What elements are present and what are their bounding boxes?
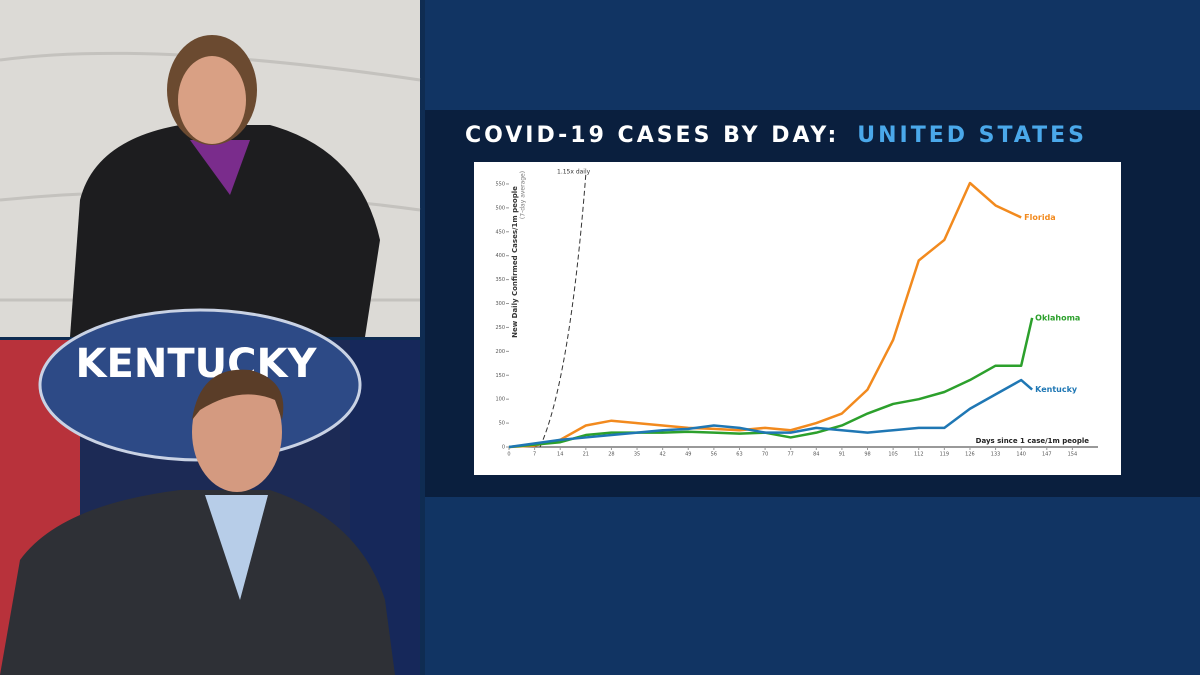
x-tick-label: 84 [813,452,819,458]
x-axis-label: Days since 1 case/1m people [976,437,1090,445]
x-tick-label: 70 [762,452,768,458]
series-line [508,181,1022,449]
x-tick-label: 112 [914,452,924,458]
x-tick-label: 56 [711,452,717,458]
y-tick-label: 100 [495,397,505,403]
y-tick-label: 550 [495,181,505,187]
x-tick-label: 119 [940,452,950,458]
x-tick-label: 98 [864,452,870,458]
y-tick-label: 150 [495,373,505,379]
series-line [508,378,1033,449]
x-tick-label: 28 [608,452,614,458]
series-label: Oklahoma [1035,313,1080,322]
y-tick-label: 250 [495,325,505,331]
x-tick-label: 147 [1042,452,1052,458]
governor-body [0,490,395,675]
x-tick-label: 14 [557,452,563,458]
y-tick-label: 300 [495,301,505,307]
x-tick-label: 140 [1016,452,1026,458]
x-tick-label: 21 [583,452,589,458]
series-label: Florida [1024,213,1056,222]
x-tick-label: 35 [634,452,640,458]
y-tick-label: 350 [495,277,505,283]
x-tick-label: 49 [685,452,691,458]
y-axis-sublabel: (7-day average) [520,171,527,219]
interpreter-body [70,125,380,337]
slide-title: COVID-19 CASES BY DAY: [465,123,839,148]
face [178,56,246,144]
slide-title-highlight: UNITED STATES [857,123,1087,148]
y-tick-label: 500 [495,205,505,211]
y-tick-label: 200 [495,349,505,355]
y-axis-label: New Daily Confirmed Cases/1m people [511,186,519,338]
hair [192,369,284,420]
x-tick-label: 0 [507,452,510,458]
x-tick-label: 133 [991,452,1001,458]
x-tick-label: 63 [736,452,742,458]
series-line [508,317,1034,449]
shirt [205,495,268,600]
reference-line [539,171,587,448]
y-tick-label: 400 [495,253,505,259]
series-label: Kentucky [1035,385,1078,394]
annotation: 1.15x daily [557,169,591,176]
y-tick-label: 450 [495,229,505,235]
x-tick-label: 154 [1068,452,1078,458]
x-tick-label: 126 [965,452,975,458]
y-tick-label: 0 [502,445,505,451]
sign-text: KENTUCKY [76,341,318,387]
x-tick-label: 91 [839,452,845,458]
x-tick-label: 77 [788,452,794,458]
y-tick-label: 50 [499,421,505,427]
shirt [190,140,250,195]
x-tick-label: 7 [533,452,536,458]
x-tick-label: 105 [888,452,898,458]
x-tick-label: 42 [659,452,665,458]
